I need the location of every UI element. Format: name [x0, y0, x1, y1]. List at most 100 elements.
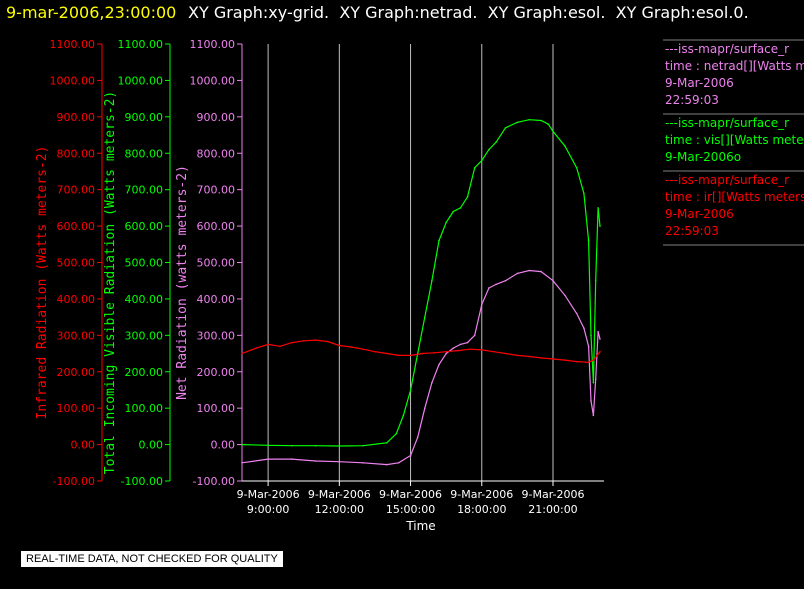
ir-tick-label: 500.00 — [57, 257, 96, 270]
legend-entry-net-line: 22:59:03 — [665, 93, 719, 107]
vis-tick-label: 200.00 — [125, 366, 164, 379]
net-point — [241, 462, 243, 464]
net-point — [424, 407, 426, 410]
ir-tick-label: 200.00 — [57, 366, 96, 379]
vis-point — [424, 316, 426, 318]
net-point — [599, 338, 601, 340]
vis-point — [587, 239, 590, 242]
x-tick-time: 15:00:00 — [386, 503, 435, 516]
vis-tick-label: 500.00 — [125, 257, 164, 270]
vis-point — [452, 210, 455, 213]
net-point — [540, 270, 542, 273]
vis-tick-label: 900.00 — [125, 111, 164, 124]
vis-point — [362, 444, 364, 447]
net-point — [267, 458, 269, 460]
vis-tick-label: 1000.00 — [118, 74, 164, 87]
vis-point — [409, 389, 412, 391]
x-tick-date: 9-Mar-2006 — [237, 488, 300, 501]
vis-point — [473, 167, 476, 169]
ir-tick-label: 400.00 — [57, 293, 96, 306]
net-point — [416, 436, 419, 439]
ir-point — [314, 339, 317, 341]
net-point — [362, 462, 364, 464]
header-graph-titles: XY Graph:xy-grid. XY Graph:netrad. XY Gr… — [188, 3, 749, 22]
ir-point — [504, 352, 507, 355]
ir-point — [445, 350, 448, 353]
ir-point — [469, 348, 471, 351]
net-tick-label: 1100.00 — [190, 38, 236, 51]
ir-tick-label: 0.00 — [71, 439, 96, 452]
vis-point — [599, 225, 601, 227]
vis-point — [583, 192, 585, 195]
ir-tick-label: -100.00 — [53, 475, 95, 488]
ir-tick-label: 100.00 — [57, 402, 96, 415]
ir-point — [241, 352, 243, 355]
legend-entry-ir-line: ---iss-mapr/surface_r — [665, 173, 789, 187]
vis-series-line — [241, 119, 601, 447]
ir-point — [587, 361, 590, 364]
net-point — [594, 378, 597, 380]
x-tick-time: 12:00:00 — [315, 503, 364, 516]
ir-point — [540, 357, 542, 359]
net-point — [592, 414, 595, 417]
x-axis: 9-Mar-2006 9:00:00 9-Mar-2006 12:00:00 9-Mar… — [237, 480, 604, 516]
x-tick-date: 9-Mar-2006 — [379, 488, 442, 501]
legend-entry-ir-line: time : ir[][Watts meters — [665, 190, 804, 204]
net-tick-label: 300.00 — [197, 329, 236, 342]
ir-tick-label: 900.00 — [57, 111, 96, 124]
ir-point — [291, 341, 293, 344]
vis-point — [241, 443, 243, 446]
ir-point — [350, 346, 353, 348]
y-axes: -100.00 0.00 100.00 200.00 300.00 400.00 500.0… — [35, 38, 243, 488]
net-point — [438, 363, 440, 366]
series-lines — [241, 118, 601, 466]
x-axis-label: Time — [405, 519, 435, 533]
vis-tick-label: 600.00 — [125, 220, 164, 233]
vis-point — [564, 145, 566, 147]
vis-point — [291, 444, 293, 447]
ir-tick-label: 1100.00 — [50, 38, 96, 51]
ir-point — [481, 349, 483, 351]
ir-point — [302, 340, 305, 342]
net-tick-label: 100.00 — [197, 402, 236, 415]
x-tick-date: 9-Mar-2006 — [450, 488, 513, 501]
net-point — [583, 327, 585, 329]
net-point — [552, 279, 554, 282]
legend-entry-net-line: time : netrad[][Watts m — [665, 59, 804, 73]
ir-point — [575, 360, 578, 363]
ir-point — [552, 358, 554, 360]
vis-tick-label: 0.00 — [139, 439, 164, 452]
vis-point — [597, 207, 599, 209]
net-point — [431, 381, 433, 384]
net-point — [488, 287, 490, 289]
quality-note: REAL-TIME DATA, NOT CHECKED FOR QUALITY — [21, 551, 283, 567]
vis-point — [438, 239, 440, 242]
vis-point — [590, 334, 592, 337]
net-point — [397, 462, 400, 464]
vis-point — [528, 118, 531, 121]
x-tick-time: 18:00:00 — [457, 503, 506, 516]
vis-tick-label: -100.00 — [121, 475, 163, 488]
ir-tick-label: 800.00 — [57, 147, 96, 160]
ir-tick-label: 700.00 — [57, 184, 96, 197]
x-tick-time: 9:00:00 — [247, 503, 289, 516]
net-axis-title: Net Radiation (watts meters-2) — [175, 165, 190, 400]
ir-tick-label: 600.00 — [57, 220, 96, 233]
ir-point — [255, 347, 257, 349]
net-tick-label: -100.00 — [193, 475, 235, 488]
ir-point — [386, 352, 388, 355]
net-point — [452, 347, 455, 349]
ir-point — [338, 344, 341, 347]
x-tick-date: 9-Mar-2006 — [522, 488, 585, 501]
legend-entry-vis-line: time : vis[][Watts mete — [665, 133, 804, 147]
vis-point — [504, 127, 507, 129]
vis-point — [488, 148, 490, 151]
legend-entry-net-line: 9-Mar-2006 — [665, 76, 734, 90]
ir-point — [421, 352, 424, 355]
vis-point — [481, 159, 483, 162]
net-point — [495, 283, 497, 286]
ir-point — [362, 348, 364, 351]
net-point — [528, 269, 531, 272]
net-tick-label: 600.00 — [197, 220, 236, 233]
